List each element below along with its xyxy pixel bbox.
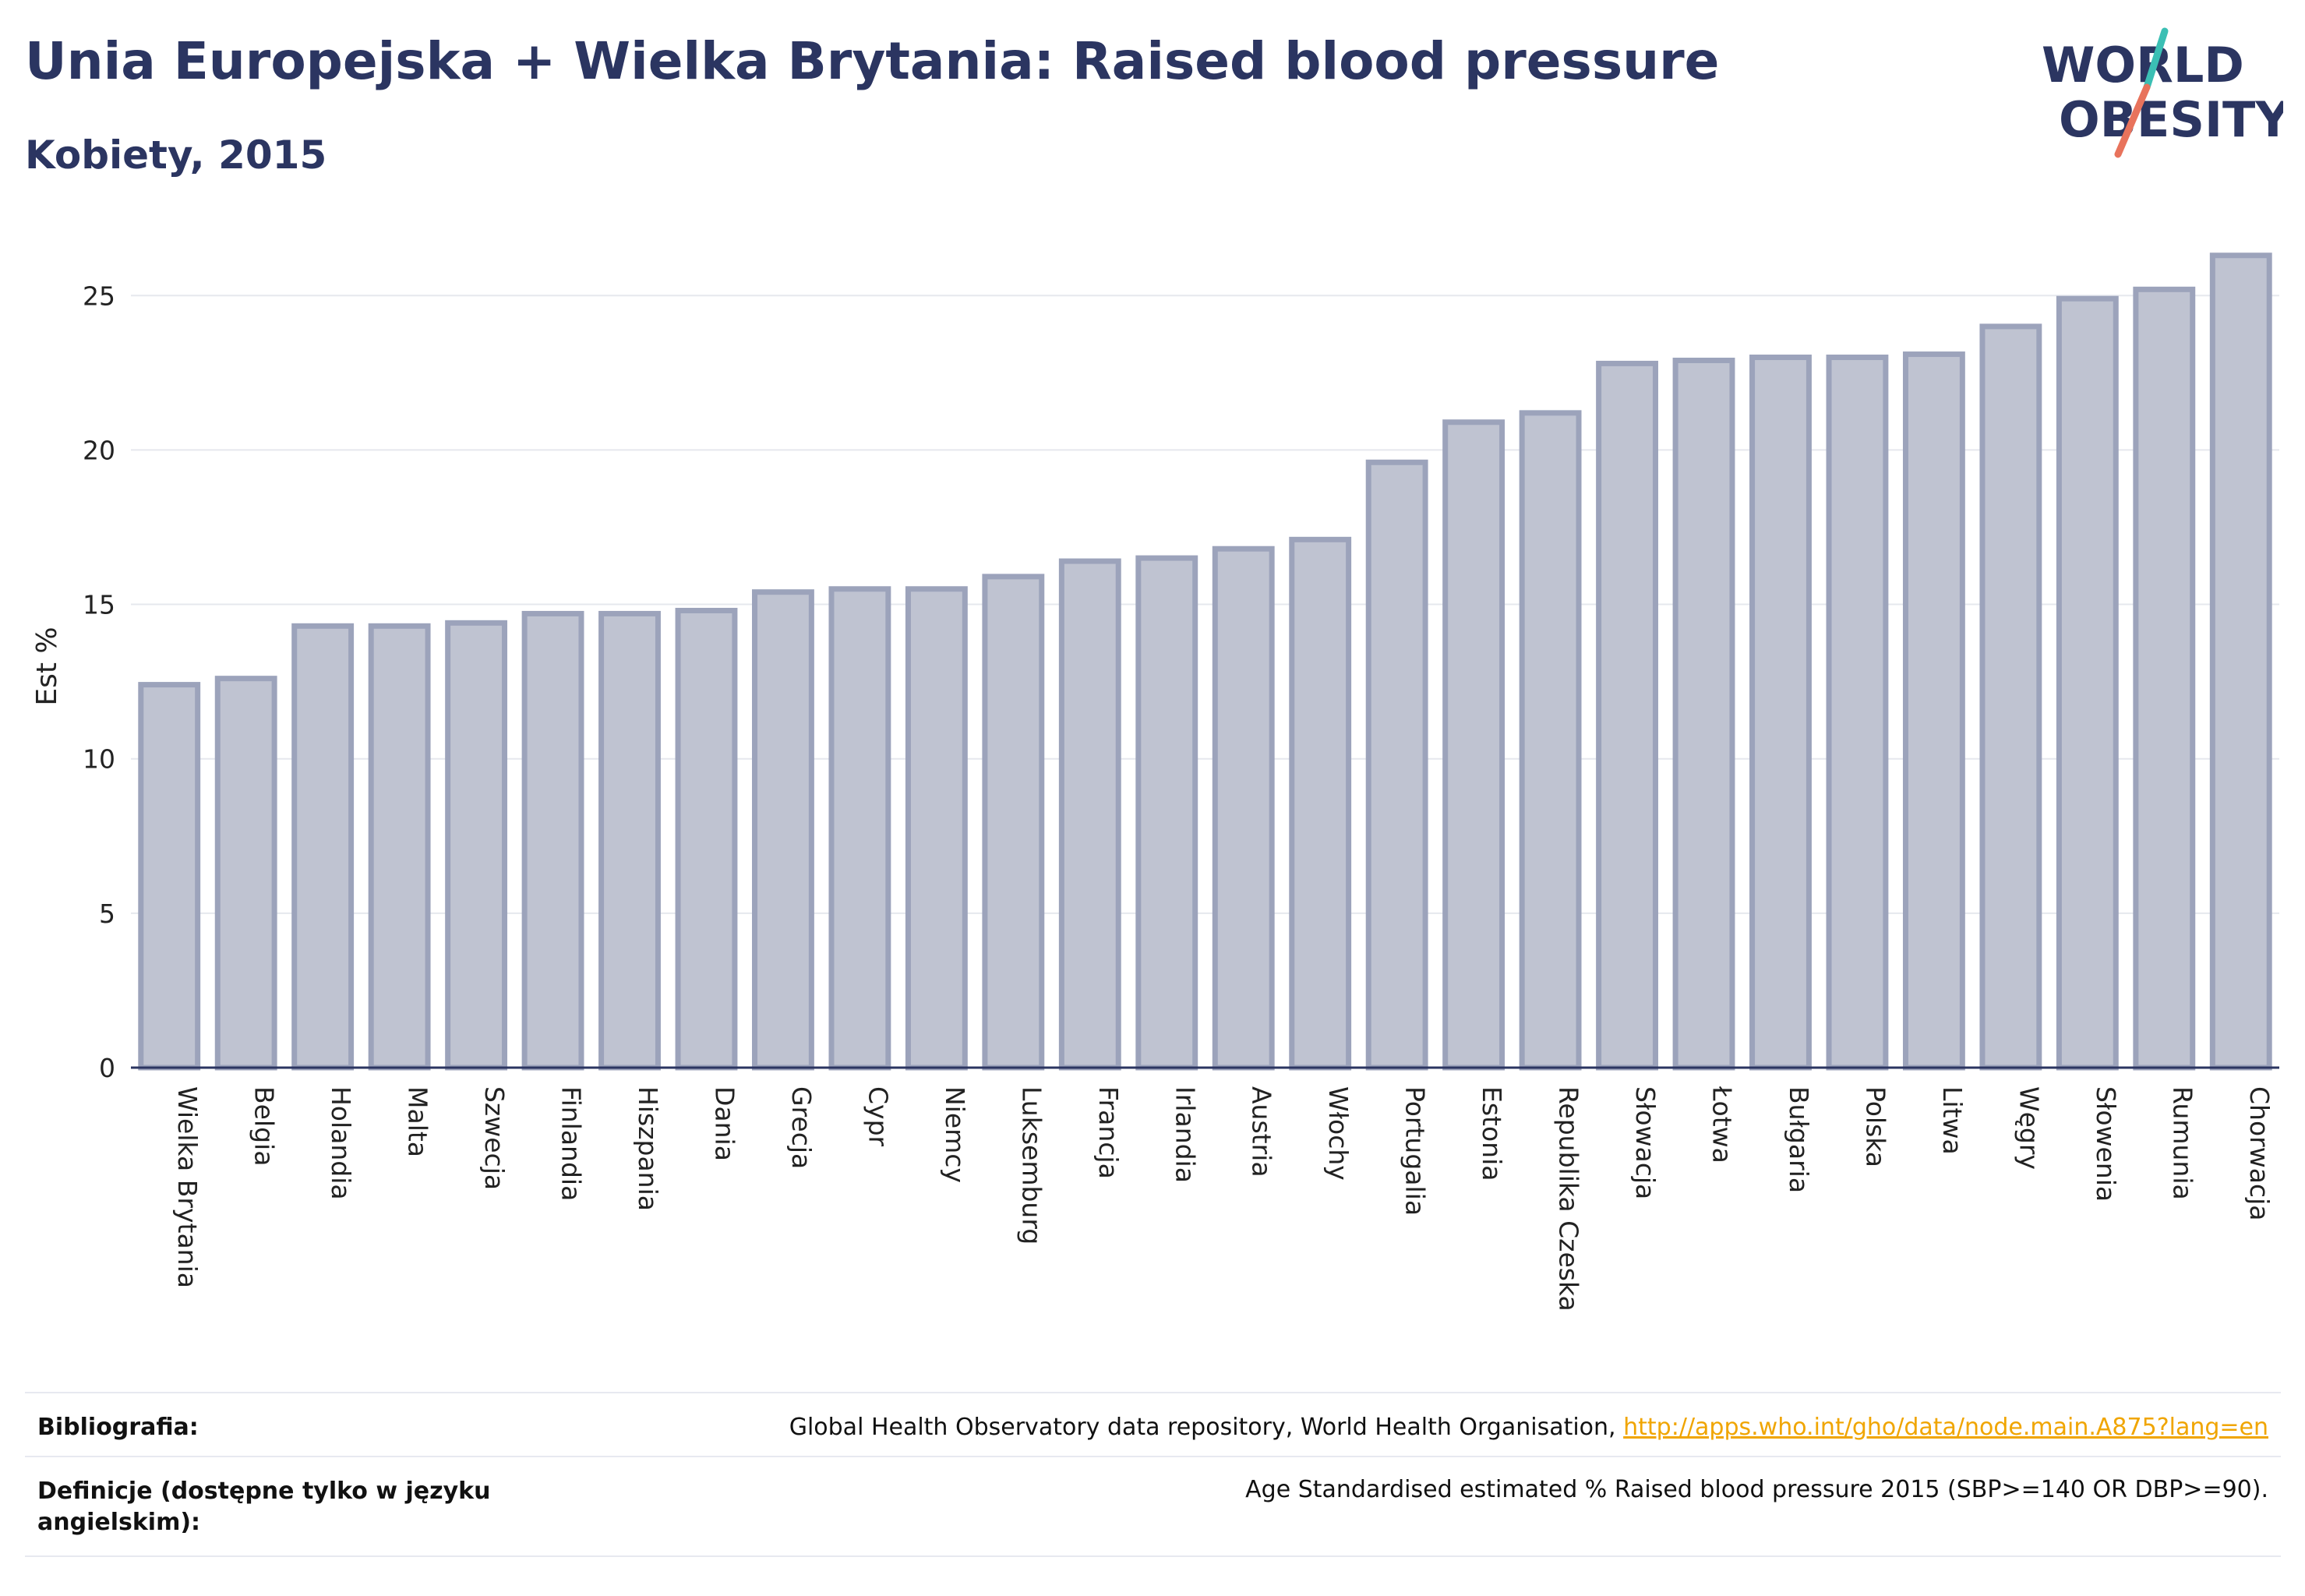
x-category-label: Irlandia [1170,1086,1200,1183]
y-tick-label: 5 [99,899,115,929]
x-category-label: Belgia [249,1086,280,1166]
bar-26 [2133,286,2196,1071]
definition-text: Age Standardised estimated % Raised bloo… [1245,1476,2268,1503]
bar-25 [2056,295,2119,1071]
y-axis-ticks: 0 5 10 15 20 25 [83,281,115,1083]
x-category-label: Portugalia [1400,1086,1431,1216]
bar-12 [1058,558,1121,1071]
bar-6 [598,610,661,1071]
bibliography-row: Bibliografia: Global Health Observatory … [25,1392,2281,1457]
x-category-label: Niemcy [940,1086,970,1183]
bar-2 [291,623,355,1071]
bar-20 [1672,357,1735,1071]
bar-11 [982,574,1045,1071]
bibliography-link[interactable]: http://apps.who.int/gho/data/node.main.A… [1623,1414,2268,1441]
x-category-label: Chorwacja [2244,1086,2275,1220]
x-category-label: Hiszpania [633,1086,663,1211]
bar-24 [1979,323,2042,1071]
bar-13 [1135,555,1198,1071]
bar-1 [214,676,277,1071]
chart-title: Unia Europejska + Wielka Brytania: Raise… [25,31,1720,91]
bar-7 [675,607,738,1071]
x-category-label: Litwa [1937,1086,1968,1155]
bars [138,252,2272,1071]
x-category-label: Węgry [2014,1086,2044,1170]
y-tick-label: 25 [83,281,115,311]
y-axis-title: Est % [31,627,63,705]
definition-label: Definicje (dostępne tylko w języku angie… [37,1478,491,1536]
bar-10 [905,586,968,1071]
x-category-label: Szwecja [479,1086,510,1190]
bar-23 [1902,351,1965,1071]
x-category-label: Dania [709,1086,740,1161]
x-category-label: Polska [1860,1086,1890,1167]
bar-3 [368,623,431,1071]
definition-row: Definicje (dostępne tylko w języku angie… [25,1456,2281,1557]
x-category-label: Rumunia [2167,1086,2197,1200]
x-category-label: Włochy [1323,1086,1354,1181]
x-category-label: Łotwa [1707,1086,1738,1163]
bar-9 [828,586,891,1071]
x-category-label: Austria [1247,1086,1277,1178]
x-category-label: Finlandia [556,1086,587,1201]
chart-subtitle: Kobiety, 2015 [25,132,327,178]
bar-22 [1826,355,1889,1071]
x-category-label: Słowacja [1630,1086,1661,1199]
footer: Bibliografia: Global Health Observatory … [25,1392,2281,1557]
bibliography-value: Global Health Observatory data repositor… [789,1414,2268,1441]
bar-17 [1442,419,1505,1071]
x-category-label: Francja [1093,1086,1124,1179]
x-category-label: Wielka Brytania [172,1086,203,1288]
x-category-label: Słowenia [2091,1086,2121,1202]
x-category-label: Malta [403,1086,433,1157]
y-tick-label: 0 [99,1053,115,1083]
bar-15 [1289,536,1352,1071]
bar-chart: 0 5 10 15 20 25 Wielka Brytania Belgia Holandia… [31,252,2279,1312]
bibliography-label: Bibliografia: [37,1414,199,1441]
y-tick-label: 10 [83,744,115,775]
bar-0 [138,682,201,1071]
x-category-label: Luksemburg [1016,1086,1047,1245]
x-axis-labels: Wielka Brytania Belgia Holandia Malta Szwecj… [172,1086,2275,1312]
x-category-label: Bułgaria [1784,1086,1814,1193]
bar-5 [521,610,584,1071]
bar-27 [2209,252,2272,1071]
x-category-label: Grecja [786,1086,817,1169]
x-category-label: Holandia [326,1086,356,1200]
x-category-label: Estonia [1477,1086,1507,1181]
y-tick-label: 20 [83,435,115,465]
bibliography-text: Global Health Observatory data repositor… [789,1414,1616,1441]
logo-line1: WORLD [2042,37,2244,94]
bar-8 [752,589,814,1071]
bar-21 [1749,355,1812,1071]
bar-18 [1519,410,1582,1071]
logo-slash-coral [2114,83,2151,158]
logo-slash-teal [2143,27,2169,91]
bar-14 [1212,546,1275,1071]
x-category-label: Republika Czeska [1554,1086,1584,1312]
bar-16 [1365,459,1428,1071]
bar-19 [1596,360,1658,1071]
y-tick-label: 15 [83,590,115,620]
x-category-label: Cypr [863,1086,893,1147]
world-obesity-logo: WORLD OBESITY [2042,27,2283,158]
bar-4 [445,620,508,1071]
logo-line2: OBESITY [2059,91,2283,148]
